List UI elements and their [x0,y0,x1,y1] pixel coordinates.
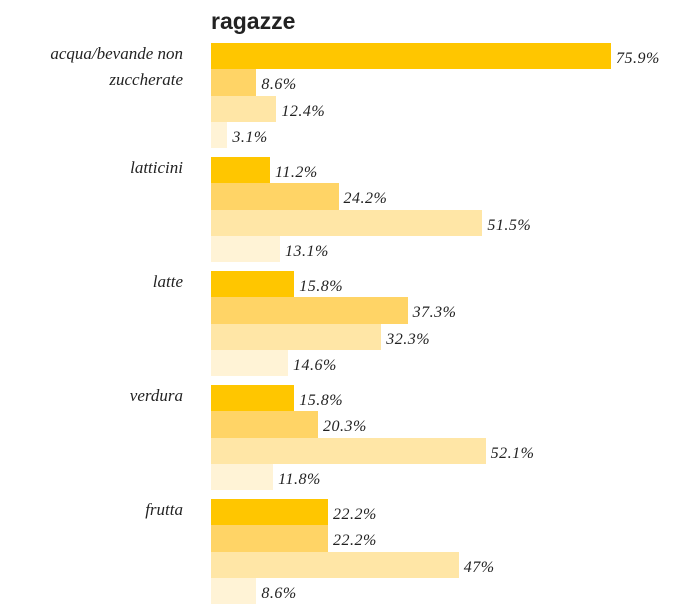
bar [211,411,318,438]
bar [211,43,611,70]
value-label: 47% [463,558,495,576]
value-label: 13.1% [285,242,329,260]
bar [211,437,486,464]
bar [211,183,339,210]
bar [211,525,328,552]
bar [211,551,459,578]
bar [211,271,295,298]
category-label: acqua/bevande non zuccherate [50,44,183,89]
value-label: 3.1% [232,128,268,146]
bar [211,577,257,604]
value-label: 14.6% [292,356,337,374]
bar [211,69,257,96]
value-label: 11.2% [275,164,318,181]
bar [211,323,382,350]
chart-title: ragazze [211,8,296,34]
value-label: 24.2% [343,190,388,208]
bar [211,121,228,148]
value-label: 32.3% [386,330,431,348]
value-label: 22.2% [332,506,377,523]
category-label: verdura [129,386,183,405]
bar [211,349,288,376]
bar [211,95,277,122]
bar [211,297,408,324]
value-label: 22.2% [332,532,377,550]
value-label: 37.3% [412,304,457,322]
value-label: 11.8% [278,470,321,488]
category-label: frutta [145,500,183,519]
value-label: 75.9% [616,50,660,67]
value-label: 20.3% [322,418,367,436]
category-label: latte [152,272,183,291]
category-label: latticini [130,158,183,177]
bar [211,235,281,262]
bar [211,209,483,236]
bar [211,385,295,412]
value-label: 8.6% [261,584,297,602]
value-label: 8.6% [261,76,297,94]
value-label: 52.1% [490,444,535,462]
value-label: 12.4% [281,102,326,120]
bar [211,157,271,184]
bar [211,463,274,490]
bar [211,499,328,526]
value-label: 15.8% [299,392,344,409]
value-label: 15.8% [299,278,344,295]
value-label: 51.5% [487,216,532,234]
